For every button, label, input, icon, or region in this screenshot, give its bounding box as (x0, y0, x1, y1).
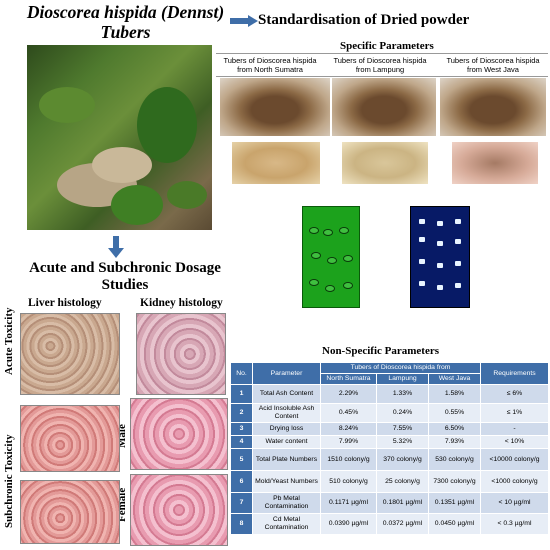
row-lampung: 370 colony/g (376, 448, 429, 471)
header-no: No. (230, 362, 253, 385)
liver-histology-subchronic-female (20, 480, 120, 544)
row-param: Mold/Yeast Numbers (252, 470, 321, 493)
kidney-histology-acute (136, 313, 226, 395)
table-row: 8 Cd Metal Contamination 0.0390 µg/ml 0.… (230, 513, 550, 535)
header-parameter: Parameter (252, 362, 321, 385)
row-north-sumatra: 510 colony/g (320, 470, 377, 493)
liver-histology-subchronic-male (20, 405, 120, 472)
row-no: 3 (230, 422, 253, 436)
row-west-java: 7300 colony/g (427, 470, 482, 493)
row-param: Total Ash Content (252, 384, 321, 404)
row-lampung: 0.0372 µg/ml (376, 513, 429, 535)
liver-label: Liver histology (28, 297, 102, 309)
row-north-sumatra: 8.24% (320, 422, 377, 436)
specific-header-row: Tubers of Dioscorea hispida from North S… (216, 53, 548, 77)
row-north-sumatra: 0.1171 µg/ml (320, 492, 377, 514)
row-requirement: ≤ 6% (480, 384, 550, 404)
table-row: 1 Total Ash Content 2.29% 1.33% 1.58% ≤ … (230, 384, 550, 404)
row-param: Acid Insoluble Ash Content (252, 403, 321, 423)
row-lampung: 25 colony/g (376, 470, 429, 493)
row-north-sumatra: 0.45% (320, 403, 377, 423)
row-requirement: < 0.3 µg/ml (480, 513, 550, 535)
table-row: 4 Water content 7.99% 5.32% 7.93% < 10% (230, 435, 550, 449)
tlc-plate-uv254 (302, 206, 360, 308)
row-west-java: 530 colony/g (427, 448, 482, 471)
row-west-java: 0.55% (427, 403, 482, 423)
row-param: Water content (252, 435, 321, 449)
row-lampung: 0.1801 µg/ml (376, 492, 429, 514)
specific-header-lampung: Tubers of Dioscorea hispida from Lampung (333, 56, 427, 74)
kidney-histology-subchronic-male (130, 398, 228, 470)
table-row: 5 Total Plate Numbers 1510 colony/g 370 … (230, 448, 550, 471)
row-no: 4 (230, 435, 253, 449)
row-west-java: 1.58% (427, 384, 482, 404)
tlc-plate-uv366 (410, 206, 470, 308)
kidney-label: Kidney histology (140, 297, 223, 309)
acute-title: Acute and Subchronic Dosage Studies (29, 260, 221, 293)
row-no: 6 (230, 470, 253, 493)
header-north-sumatra: North Sumatra (320, 373, 377, 385)
header-lampung: Lampung (376, 373, 429, 385)
subchronic-toxicity-label: Subchronic Toxicity (3, 434, 15, 528)
nonspecific-table: No. Parameter Tubers of Dioscorea hispid… (230, 362, 550, 535)
microscopy-west-java (452, 142, 538, 184)
row-west-java: 0.0450 µg/ml (427, 513, 482, 535)
header-group: Tubers of Dioscorea hispida from (319, 362, 482, 374)
row-north-sumatra: 7.99% (320, 435, 377, 449)
nonspecific-parameters-title: Non-Specific Parameters (322, 345, 439, 357)
arrow-down-icon (108, 236, 124, 258)
table-row: 2 Acid Insoluble Ash Content 0.45% 0.24%… (230, 403, 550, 423)
table-row: 7 Pb Metal Contamination 0.1171 µg/ml 0.… (230, 492, 550, 514)
table-row: 3 Drying loss 8.24% 7.55% 6.50% - (230, 422, 550, 436)
row-param: Drying loss (252, 422, 321, 436)
row-requirement: - (480, 422, 550, 436)
row-lampung: 5.32% (376, 435, 429, 449)
row-requirement: <1000 colony/g (480, 470, 550, 493)
main-title: Dioscorea hispida (Dennst) Tubers (26, 2, 225, 42)
row-lampung: 0.24% (376, 403, 429, 423)
plant-photo (27, 45, 212, 230)
tubers-lampung-photo (332, 78, 436, 136)
specific-header-north-sumatra: Tubers of Dioscorea hispida from North S… (223, 56, 317, 74)
standardisation-title: Standardisation of Dried powder (258, 12, 470, 28)
row-param: Total Plate Numbers (252, 448, 321, 471)
row-no: 7 (230, 492, 253, 514)
liver-histology-acute (20, 313, 120, 395)
plant-illustration (39, 87, 207, 225)
row-requirement: < 10% (480, 435, 550, 449)
tubers-north-sumatra-photo (220, 78, 330, 136)
row-north-sumatra: 2.29% (320, 384, 377, 404)
row-param: Pb Metal Contamination (252, 492, 321, 514)
row-north-sumatra: 1510 colony/g (320, 448, 377, 471)
row-no: 8 (230, 513, 253, 535)
row-requirement: ≤ 1% (480, 403, 550, 423)
row-requirement: <10000 colony/g (480, 448, 550, 471)
kidney-histology-subchronic-female (130, 474, 228, 546)
table-row: 6 Mold/Yeast Numbers 510 colony/g 25 col… (230, 470, 550, 493)
microscopy-lampung (342, 142, 428, 184)
row-west-java: 0.1351 µg/ml (427, 492, 482, 514)
acute-toxicity-label: Acute Toxicity (3, 307, 15, 375)
microscopy-north-sumatra (232, 142, 320, 184)
row-param: Cd Metal Contamination (252, 513, 321, 535)
row-no: 5 (230, 448, 253, 471)
row-no: 1 (230, 384, 253, 404)
row-lampung: 1.33% (376, 384, 429, 404)
specific-header-west-java: Tubers of Dioscorea hispida from West Ja… (446, 56, 540, 74)
tubers-west-java-photo (440, 78, 546, 136)
row-requirement: < 10 µg/ml (480, 492, 550, 514)
row-west-java: 7.93% (427, 435, 482, 449)
specific-parameters-title: Specific Parameters (340, 40, 434, 52)
row-west-java: 6.50% (427, 422, 482, 436)
row-no: 2 (230, 403, 253, 423)
row-lampung: 7.55% (376, 422, 429, 436)
header-west-java: West Java (427, 373, 482, 385)
row-north-sumatra: 0.0390 µg/ml (320, 513, 377, 535)
header-requirements: Requirements (480, 362, 550, 385)
arrow-right-icon (230, 15, 258, 27)
